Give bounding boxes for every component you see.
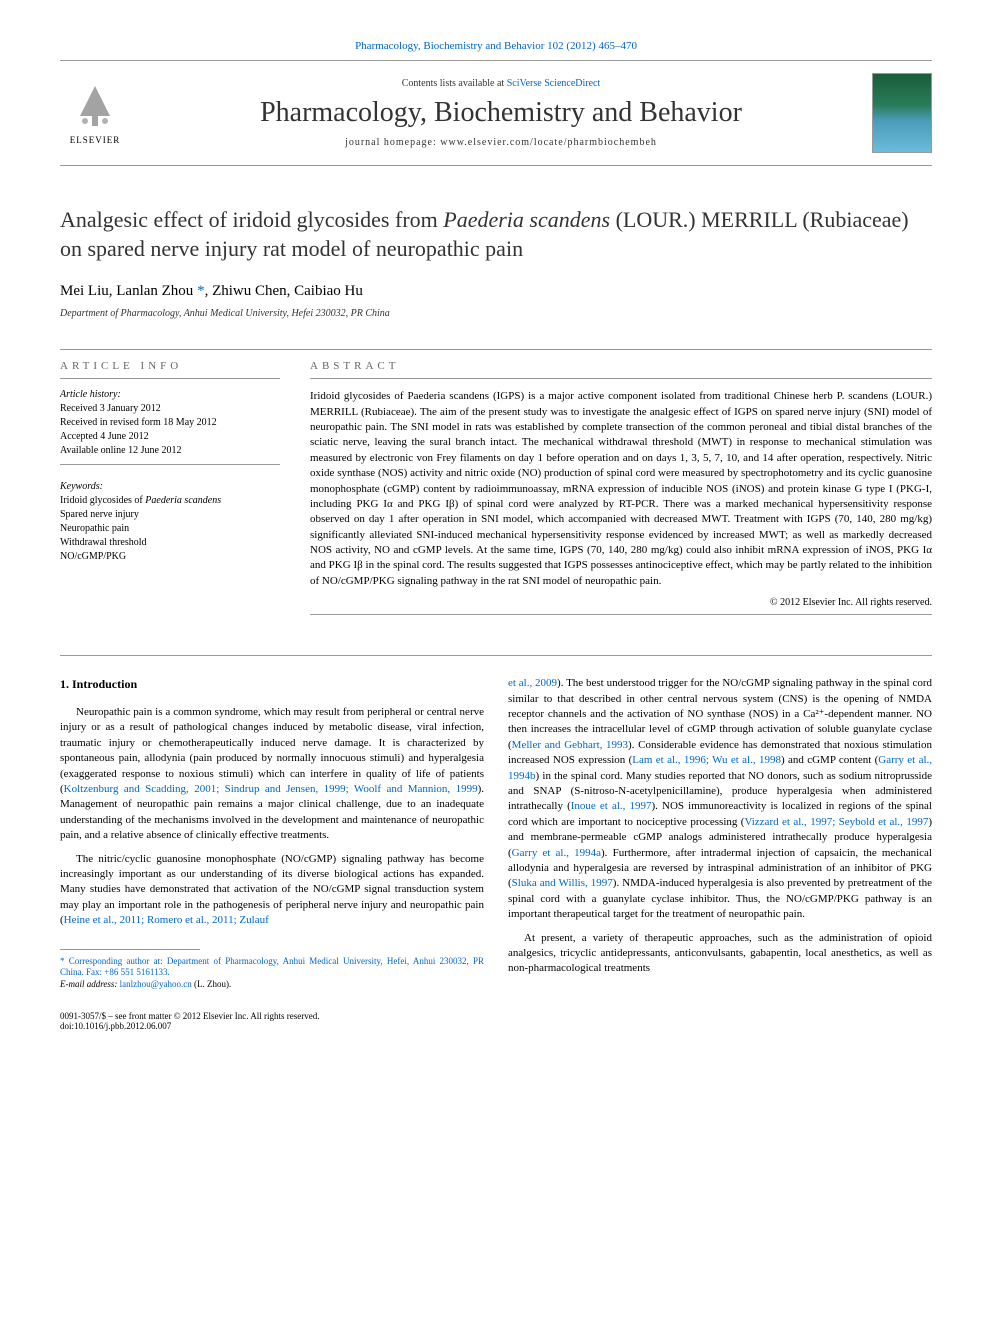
elsevier-logo: ELSEVIER (60, 73, 130, 153)
abstract-divider (310, 378, 932, 379)
corresponding-author-mark[interactable]: * (193, 283, 204, 299)
citation-link[interactable]: Sluka and Willis, 1997 (512, 877, 613, 889)
abstract-column: ABSTRACT Iridoid glycosides of Paederia … (310, 360, 932, 625)
history-item: Available online 12 June 2012 (60, 444, 280, 458)
info-divider (60, 464, 280, 465)
contents-line: Contents lists available at SciVerse Sci… (130, 78, 872, 89)
citation-link[interactable]: Vizzard et al., 1997; Seybold et al., 19… (744, 816, 928, 828)
article-info-heading: ARTICLE INFO (60, 360, 280, 372)
title-species-italic: Paederia scandens (443, 207, 610, 232)
keywords-label: Keywords: (60, 481, 280, 492)
paragraph: et al., 2009). The best understood trigg… (508, 676, 932, 922)
keyword-item: NO/cGMP/PKG (60, 550, 280, 564)
citation-link[interactable]: et al., 2009 (508, 677, 557, 689)
citation-link[interactable]: Lam et al., 1996; Wu et al., 1998 (632, 754, 781, 766)
body-column-left: 1. Introduction Neuropathic pain is a co… (60, 676, 484, 990)
keyword-item: Neuropathic pain (60, 522, 280, 536)
title-text-pre: Analgesic effect of iridoid glycosides f… (60, 207, 443, 232)
paragraph: At present, a variety of therapeutic app… (508, 931, 932, 977)
citation-link[interactable]: Heine et al., 2011; Romero et al., 2011;… (64, 914, 269, 926)
email-label: E-mail address: (60, 979, 120, 989)
history-label: Article history: (60, 389, 280, 400)
history-item: Accepted 4 June 2012 (60, 430, 280, 444)
page-footer: 0091-3057/$ – see front matter © 2012 El… (60, 1011, 932, 1031)
citation-link[interactable]: Koltzenburg and Scadding, 2001; Sindrup … (64, 783, 478, 795)
article-title: Analgesic effect of iridoid glycosides f… (60, 206, 932, 263)
contents-prefix: Contents lists available at (402, 78, 507, 89)
email-footnote: E-mail address: lanlzhou@yahoo.cn (L. Zh… (60, 979, 484, 991)
footer-copyright: 0091-3057/$ – see front matter © 2012 El… (60, 1011, 320, 1021)
abstract-text: Iridoid glycosides of Paederia scandens … (310, 389, 932, 589)
email-suffix: (L. Zhou). (192, 979, 232, 989)
footer-left: 0091-3057/$ – see front matter © 2012 El… (60, 1011, 320, 1031)
journal-reference-link[interactable]: Pharmacology, Biochemistry and Behavior … (60, 40, 932, 52)
body-columns: 1. Introduction Neuropathic pain is a co… (60, 676, 932, 990)
paragraph: Neuropathic pain is a common syndrome, w… (60, 705, 484, 844)
authors-rest: , Zhiwu Chen, Caibiao Hu (205, 283, 363, 299)
journal-header: ELSEVIER Contents lists available at Sci… (60, 60, 932, 166)
copyright-line: © 2012 Elsevier Inc. All rights reserved… (310, 597, 932, 608)
authors-line: Mei Liu, Lanlan Zhou *, Zhiwu Chen, Caib… (60, 283, 932, 300)
authors-first: Mei Liu, Lanlan Zhou (60, 283, 193, 299)
affiliation: Department of Pharmacology, Anhui Medica… (60, 308, 932, 319)
abstract-heading: ABSTRACT (310, 360, 932, 372)
elsevier-tree-icon (70, 81, 120, 131)
section-heading: 1. Introduction (60, 676, 484, 693)
citation-link[interactable]: Inoue et al., 1997 (571, 800, 652, 812)
email-link[interactable]: lanlzhou@yahoo.cn (120, 979, 192, 989)
para-text: Neuropathic pain is a common syndrome, w… (60, 706, 484, 795)
body-divider (60, 655, 932, 656)
abstract-end-divider (310, 614, 932, 615)
paragraph: The nitric/cyclic guanosine monophosphat… (60, 852, 484, 929)
section-divider (60, 349, 932, 350)
history-item: Received 3 January 2012 (60, 402, 280, 416)
article-info-column: ARTICLE INFO Article history: Received 3… (60, 360, 280, 625)
elsevier-label: ELSEVIER (70, 135, 121, 145)
journal-homepage: journal homepage: www.elsevier.com/locat… (130, 137, 872, 148)
keyword-item: Iridoid glycosides of Paederia scandens (60, 494, 280, 508)
info-divider (60, 378, 280, 379)
sciencedirect-link[interactable]: SciVerse ScienceDirect (507, 78, 601, 89)
citation-link[interactable]: Meller and Gebhart, 1993 (512, 739, 628, 751)
keyword-item: Spared nerve injury (60, 508, 280, 522)
footnote-separator (60, 949, 200, 950)
history-item: Received in revised form 18 May 2012 (60, 416, 280, 430)
para-text: ) and cGMP content ( (781, 754, 878, 766)
footer-doi: doi:10.1016/j.pbb.2012.06.007 (60, 1021, 320, 1031)
body-column-right: et al., 2009). The best understood trigg… (508, 676, 932, 990)
corresponding-footnote: * Corresponding author at: Department of… (60, 956, 484, 979)
journal-cover-thumbnail (872, 73, 932, 153)
keyword-item: Withdrawal threshold (60, 536, 280, 550)
journal-title: Pharmacology, Biochemistry and Behavior (130, 97, 872, 129)
citation-link[interactable]: Garry et al., 1994a (512, 847, 601, 859)
footnote-text: * Corresponding author at: Department of… (60, 956, 484, 978)
